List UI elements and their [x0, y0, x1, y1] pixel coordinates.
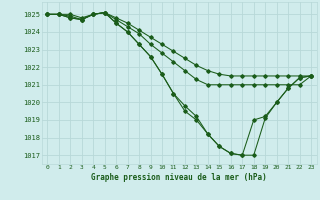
X-axis label: Graphe pression niveau de la mer (hPa): Graphe pression niveau de la mer (hPa) — [91, 173, 267, 182]
